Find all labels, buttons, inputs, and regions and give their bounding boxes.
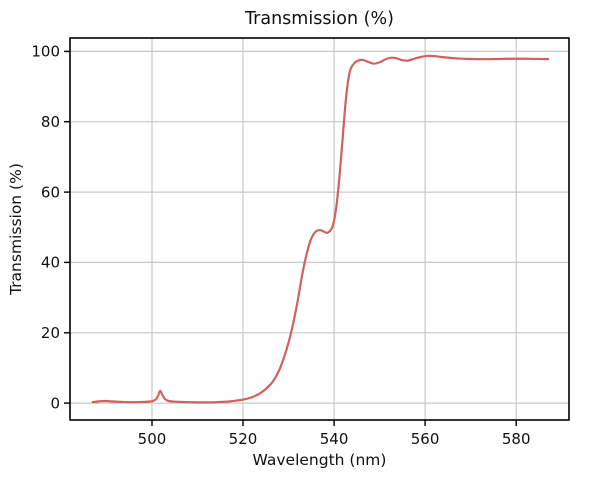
x-tick-label: 500 [138, 430, 167, 448]
y-tick-label: 60 [41, 183, 60, 201]
x-tick-label: 520 [229, 430, 258, 448]
y-tick-label: 40 [41, 254, 60, 272]
x-tick-label: 560 [411, 430, 440, 448]
transmission-line [91, 54, 550, 404]
y-tick-label: 80 [41, 113, 60, 131]
y-tick-label: 0 [50, 394, 60, 412]
y-tick-label: 100 [31, 43, 60, 61]
y-tick-label: 20 [41, 324, 60, 342]
chart-title: Transmission (%) [245, 9, 394, 29]
x-tick-label: 580 [502, 430, 531, 448]
x-tick-label: 540 [320, 430, 349, 448]
x-axis-label: Wavelength (nm) [252, 451, 387, 469]
axes-box [69, 37, 570, 421]
